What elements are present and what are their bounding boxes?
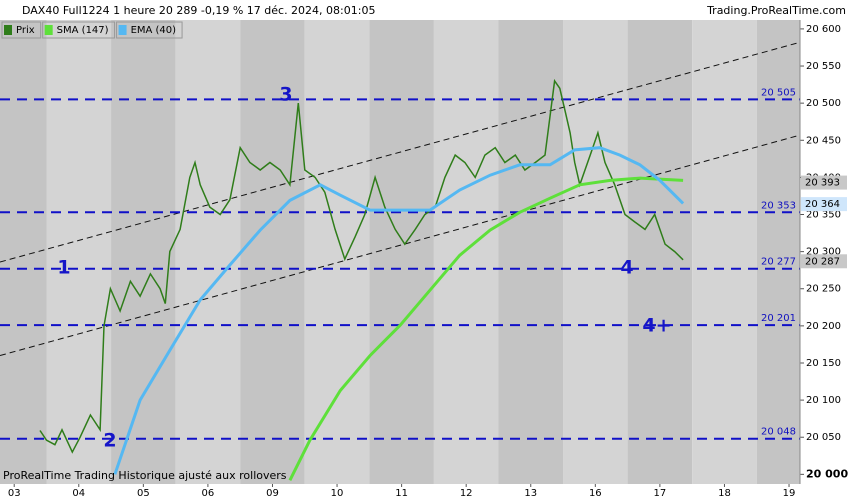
legend-frame [42,21,116,39]
wave-label: 2 [103,430,116,452]
legend: Prix SMA (147) EMA (40) [1,21,183,39]
x-tick-label: 13 [524,488,537,499]
level-label: 20 505 [761,87,796,98]
indicator-line [113,146,685,475]
indicator-line [288,176,684,481]
header [0,0,850,20]
wave-label: 4 [620,257,633,279]
last-value-label: 20 364 [805,199,840,210]
last-value-label: 20 287 [805,256,840,267]
level-label: 20 201 [761,313,796,324]
day-band [433,20,499,484]
x-tick-label: 10 [331,488,344,499]
day-band [692,20,757,484]
x-tick-label: 19 [783,488,796,499]
source: Trading.ProRealTime.com [706,4,846,17]
y-tick-label: 20 150 [806,358,841,369]
x-tick-label: 06 [202,488,215,499]
day-band [111,20,176,484]
y-axis-background [800,20,850,484]
day-band [175,20,241,484]
price-line [39,78,684,454]
day-band [756,20,800,484]
legend-swatch [4,25,12,35]
y-tick-label: 20 100 [806,395,841,406]
x-tick-label: 09 [266,488,279,499]
x-tick-label: 18 [718,488,731,499]
x-tick-label: 05 [137,488,150,499]
wave-label: 4+ [642,315,671,337]
day-band [627,20,693,484]
last-value-box [801,254,847,269]
day-band [0,20,47,484]
day-band [563,20,628,484]
y-tick-label: 20 000 [806,467,848,480]
footer: ProRealTime Trading Historique ajusté au… [3,469,287,482]
trendline [0,41,800,263]
legend-label: EMA (40) [131,25,177,36]
y-tick-label: 20 500 [806,98,841,109]
last-value-box [801,175,847,190]
x-tick-label: 16 [589,488,602,499]
wave-label: 3 [279,84,292,106]
y-tick-label: 20 450 [806,135,841,146]
level-label: 20 277 [761,257,796,268]
legend-frame [1,21,42,39]
y-tick-label: 20 600 [806,24,841,35]
plot-background [0,20,800,484]
plot [0,41,800,481]
y-tick-label: 20 050 [806,432,841,443]
level-label: 20 048 [761,427,796,438]
chart-title: DAX40 Full1224 1 heure 20 289 -0,19 % 17… [22,4,375,17]
level-label: 20 353 [761,200,796,211]
legend-label: Prix [16,25,35,36]
trendline [0,134,800,357]
x-tick-label: 17 [654,488,667,499]
day-band [369,20,434,484]
day-band [304,20,370,484]
x-tick-label: 11 [395,488,408,499]
legend-frame [116,21,183,39]
y-tick-label: 20 550 [806,61,841,72]
x-tick-label: 12 [460,488,473,499]
day-band [240,20,305,484]
legend-swatch [118,25,127,35]
legend-swatch [44,25,53,35]
last-value-box [801,197,847,212]
wave-label: 1 [57,257,70,279]
x-tick-label: 04 [72,488,85,499]
legend-label: SMA (147) [57,25,109,36]
last-value-label: 20 393 [805,178,840,189]
x-tick-label: 03 [8,488,21,499]
y-tick-label: 20 350 [806,210,841,221]
y-tick-label: 20 300 [806,247,841,258]
y-tick-label: 20 250 [806,284,841,295]
x-axis-background [0,484,850,500]
y-tick-label: 20 200 [806,321,841,332]
